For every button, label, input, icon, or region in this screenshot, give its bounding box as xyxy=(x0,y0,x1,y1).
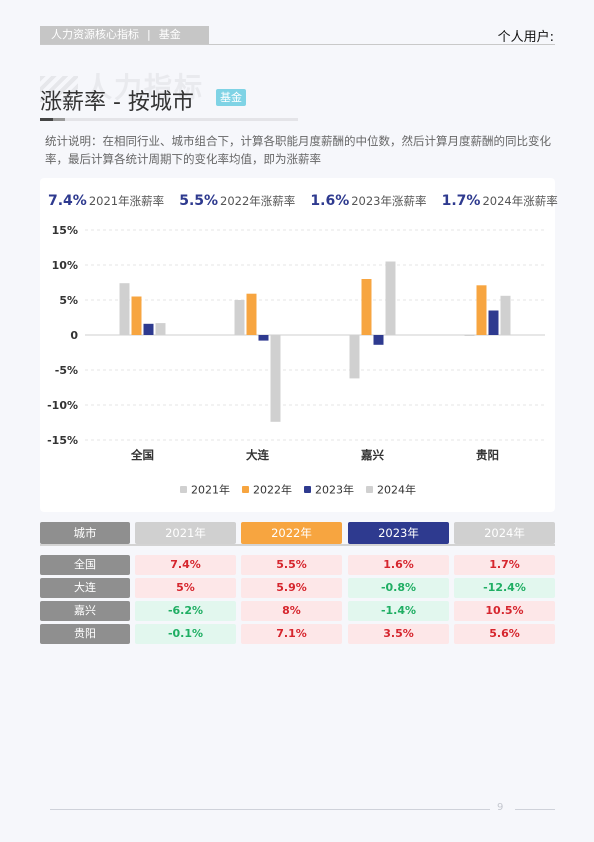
bar xyxy=(270,335,281,422)
y-tick-label: 5% xyxy=(59,294,78,307)
table-row-city: 全国 xyxy=(40,555,130,575)
x-tick-label: 嘉兴 xyxy=(360,448,384,462)
bar xyxy=(258,335,269,341)
header-breadcrumb: 人力资源核心指标 | 基金 xyxy=(40,26,209,44)
bar xyxy=(361,279,372,335)
summary-label: 2022年涨薪率 xyxy=(220,194,296,208)
header-category: 人力资源核心指标 xyxy=(51,28,139,41)
table-cell: -1.4% xyxy=(348,601,449,621)
page-title: 涨薪率 - 按城市 xyxy=(40,90,194,115)
legend-swatch xyxy=(180,486,187,493)
bar xyxy=(476,285,487,335)
bar xyxy=(119,283,130,335)
table-cell: 7.4% xyxy=(135,555,236,575)
table-cell: 10.5% xyxy=(454,601,555,621)
bar xyxy=(246,293,257,335)
bar xyxy=(488,310,499,335)
table-row-city: 大连 xyxy=(40,578,130,598)
bar xyxy=(500,295,511,335)
legend-label: 2021年 xyxy=(191,483,230,497)
table-header-rule xyxy=(40,544,555,546)
summary-value: 7.4% xyxy=(48,193,87,209)
x-tick-label: 大连 xyxy=(246,448,269,462)
footer-divider xyxy=(50,809,490,810)
user-label: 个人用户: xyxy=(497,30,554,45)
page-number: 9 xyxy=(497,802,504,813)
legend-swatch xyxy=(304,486,311,493)
y-tick-label: 10% xyxy=(52,259,78,272)
summary-stats: 7.4% 2021年涨薪率 5.5% 2022年涨薪率 1.6% 2023年涨薪率 1… xyxy=(48,190,568,209)
watermark-stripes-icon xyxy=(40,76,78,102)
watermark-text: 人力指标 xyxy=(84,71,205,104)
table-header-year: 2023年 xyxy=(348,522,449,544)
summary-value: 5.5% xyxy=(179,193,219,209)
table-row-city: 嘉兴 xyxy=(40,601,130,621)
table-cell: 5.9% xyxy=(241,578,342,598)
y-tick-label: -15% xyxy=(47,434,78,447)
description: 统计说明：在相同行业、城市组合下，计算各职能月度薪酬的中位数，然后计算月度薪酬的… xyxy=(45,134,551,166)
bar xyxy=(131,296,142,335)
x-tick-label: 全国 xyxy=(130,448,154,462)
fund-badge: 基金 xyxy=(216,89,246,106)
legend-swatch xyxy=(242,486,249,493)
summary-label: 2024年涨薪率 xyxy=(482,194,558,208)
header-subcategory: 基金 xyxy=(158,28,181,41)
table-cell: 3.5% xyxy=(348,624,449,644)
bar xyxy=(234,300,245,335)
y-tick-label: 15% xyxy=(52,224,78,237)
table-header-city: 城市 xyxy=(40,522,130,544)
y-tick-label: -5% xyxy=(55,364,78,377)
table-cell: 7.1% xyxy=(241,624,342,644)
bar xyxy=(349,335,360,379)
legend-label: 2024年 xyxy=(377,483,416,497)
table-cell: 5.5% xyxy=(241,555,342,575)
bar xyxy=(385,261,396,335)
table-cell: -6.2% xyxy=(135,601,236,621)
bar xyxy=(143,323,154,335)
table-cell: 5% xyxy=(135,578,236,598)
table-row-city: 贵阳 xyxy=(40,624,130,644)
summary-value: 1.6% xyxy=(310,193,350,209)
table-cell: -0.8% xyxy=(348,578,449,598)
table-cell: -0.1% xyxy=(135,624,236,644)
footer-divider xyxy=(515,809,555,810)
table-header-year: 2024年 xyxy=(454,522,555,544)
watermark: 人力指标 xyxy=(40,66,204,106)
y-tick-label: 0 xyxy=(70,329,78,342)
table-header-year: 2022年 xyxy=(241,522,342,544)
bar-chart: 15% 10% 5% 0 -5% -10% -15% 全国 大连 嘉兴 贵阳 2021年 2022年 20… xyxy=(47,224,545,497)
summary-label: 2021年涨薪率 xyxy=(88,194,165,208)
legend-label: 2022年 xyxy=(253,483,292,497)
table-cell: 1.6% xyxy=(348,555,449,575)
table-header-year: 2021年 xyxy=(135,522,236,544)
y-tick-label: -10% xyxy=(47,399,78,412)
table-cell: 8% xyxy=(241,601,342,621)
summary-value: 1.7% xyxy=(441,193,481,209)
table-cell: -12.4% xyxy=(454,578,555,598)
bar xyxy=(155,323,166,335)
table-cell: 5.6% xyxy=(454,624,555,644)
bar xyxy=(464,335,475,336)
x-tick-label: 贵阳 xyxy=(476,448,499,462)
legend-label: 2023年 xyxy=(315,483,354,497)
summary-label: 2023年涨薪率 xyxy=(351,194,427,208)
header-divider xyxy=(40,44,555,45)
header-separator: | xyxy=(147,28,151,41)
legend-swatch xyxy=(366,486,373,493)
bar xyxy=(373,335,384,345)
chart-card: 7.4% 2021年涨薪率 5.5% 2022年涨薪率 1.6% 2023年涨薪率 1… xyxy=(40,178,558,512)
table-cell: 1.7% xyxy=(454,555,555,575)
title-underline xyxy=(40,118,298,121)
